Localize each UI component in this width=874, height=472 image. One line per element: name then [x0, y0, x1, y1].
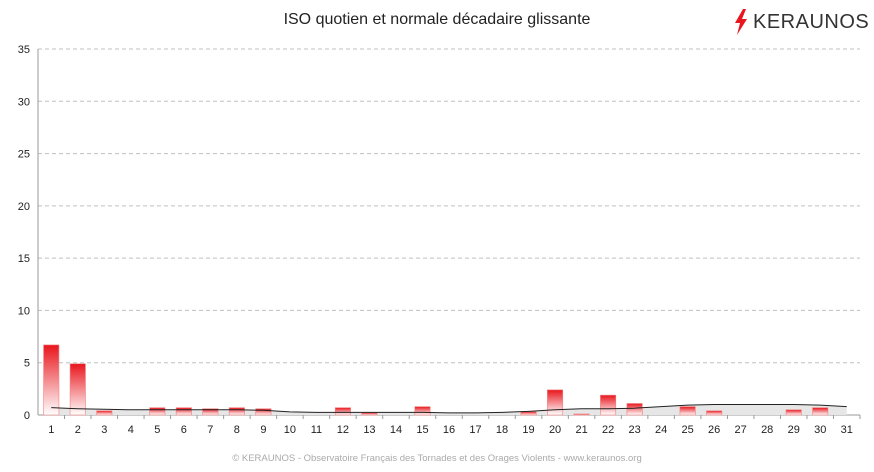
x-tick-label: 6	[181, 424, 187, 436]
x-tick-label: 23	[628, 424, 640, 436]
x-tick-label: 31	[841, 424, 853, 436]
chart-title: ISO quotien et normale décadaire glissan…	[283, 11, 591, 28]
bar	[43, 344, 60, 416]
keraunos-logo: KERAUNOS	[733, 9, 869, 35]
x-tick-label: 12	[337, 424, 349, 436]
x-tick-label: 15	[416, 424, 428, 436]
bar	[149, 407, 166, 416]
logo-text: KERAUNOS	[753, 10, 870, 33]
y-tick-label: 15	[18, 253, 30, 265]
x-tick-label: 13	[363, 424, 375, 436]
bar	[334, 407, 351, 416]
bar	[706, 410, 723, 416]
bar	[228, 407, 245, 416]
normal-area	[51, 404, 847, 415]
x-tick-label: 7	[207, 424, 213, 436]
x-tick-label: 5	[154, 424, 160, 436]
x-tick-label: 3	[101, 424, 107, 436]
x-tick-label: 22	[602, 424, 614, 436]
x-tick-label: 20	[549, 424, 561, 436]
x-tick-label: 8	[234, 424, 240, 436]
x-tick-label: 30	[814, 424, 826, 436]
lightning-bolt-icon	[735, 9, 747, 35]
bar	[202, 408, 219, 416]
x-tick-label: 26	[708, 424, 720, 436]
bar	[414, 406, 431, 416]
x-tick-label: 21	[575, 424, 587, 436]
bar	[785, 409, 802, 416]
x-tick-label: 1	[48, 424, 54, 436]
y-tick-label: 0	[24, 410, 30, 422]
x-tick-label: 4	[128, 424, 134, 436]
bar	[520, 411, 537, 416]
x-tick-label: 9	[260, 424, 266, 436]
x-tick-label: 25	[682, 424, 694, 436]
x-tick-label: 11	[311, 424, 322, 436]
bar	[69, 363, 86, 416]
x-tick-label: 19	[522, 424, 534, 436]
bar	[175, 407, 192, 416]
x-tick-label: 27	[735, 424, 747, 436]
y-tick-label: 5	[24, 358, 30, 370]
x-tick-label: 17	[469, 424, 481, 436]
x-tick-label: 28	[761, 424, 773, 436]
bar	[626, 403, 643, 416]
x-tick-label: 10	[284, 424, 296, 436]
y-tick-label: 25	[18, 149, 30, 161]
bar	[573, 413, 590, 416]
x-tick-label: 24	[655, 424, 667, 436]
footer-credit: © KERAUNOS - Observatoire Français des T…	[232, 453, 642, 464]
x-tick-label: 18	[496, 424, 508, 436]
bar	[812, 407, 829, 416]
x-tick-label: 16	[443, 424, 455, 436]
bar	[361, 412, 378, 416]
y-tick-label: 30	[18, 96, 30, 108]
y-tick-label: 20	[18, 201, 30, 213]
x-tick-label: 29	[788, 424, 800, 436]
x-tick-label: 14	[390, 424, 402, 436]
x-tick-label: 2	[75, 424, 81, 436]
y-tick-label: 10	[18, 305, 30, 317]
bar	[679, 406, 696, 416]
normal-line	[51, 404, 847, 414]
bar	[547, 389, 564, 416]
bar	[96, 410, 113, 416]
bar	[600, 394, 617, 416]
bar	[255, 408, 272, 416]
y-tick-label: 35	[18, 44, 30, 56]
